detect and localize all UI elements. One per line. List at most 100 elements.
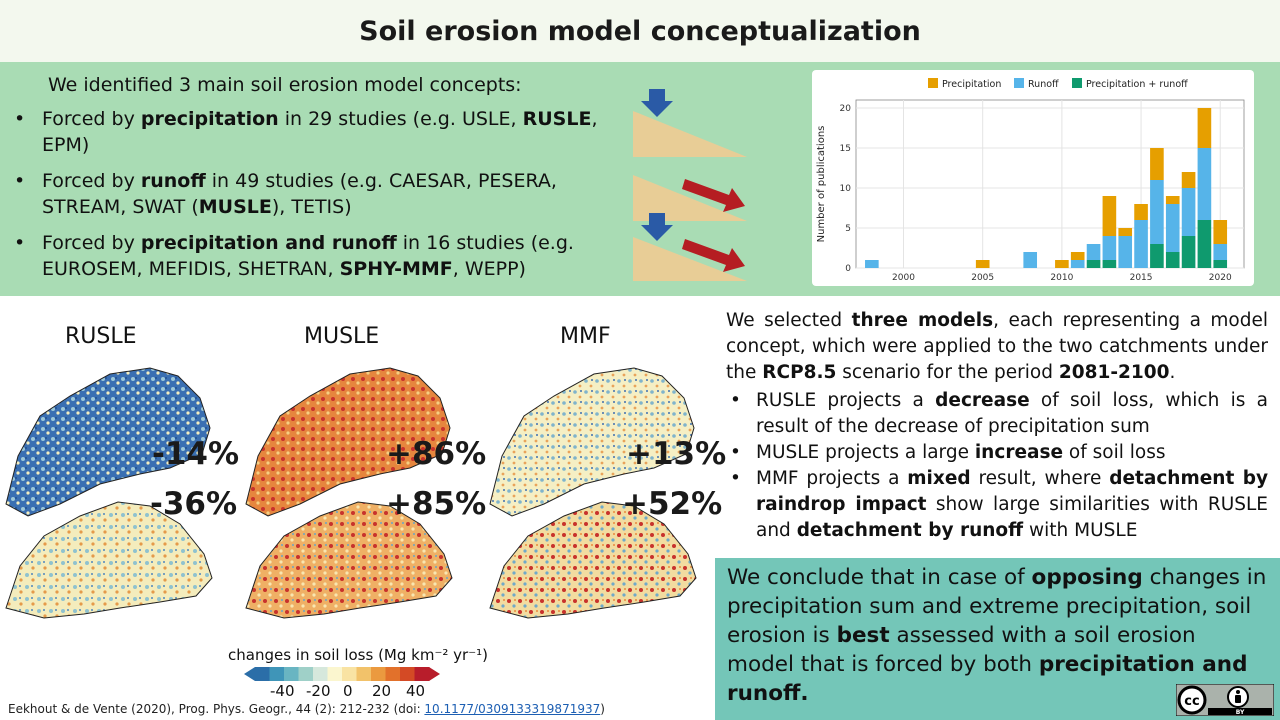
bar-segment: [1197, 148, 1212, 220]
bar-segment: [865, 260, 879, 268]
legend-color-step: [298, 667, 314, 681]
bar-segment: [1070, 252, 1085, 260]
legend-color-step: [385, 667, 401, 681]
legend-min-arrow: [244, 667, 255, 681]
legend-max-arrow: [429, 667, 440, 681]
cc-by-license-badge: cc BY: [1176, 684, 1274, 716]
slope-both: [633, 237, 747, 281]
legend-title: changes in soil loss (Mg km⁻² yr⁻¹): [228, 646, 488, 664]
result-rusle: RUSLE projects a decrease of soil loss, …: [726, 388, 1268, 440]
legend-label: Precipitation: [942, 79, 1001, 90]
legend-color-step: [414, 667, 430, 681]
slope-precipitation: [633, 111, 747, 157]
legend-colorbar: [244, 667, 440, 681]
by-text: BY: [1236, 709, 1245, 716]
y-tick-label: 15: [840, 144, 851, 154]
bar-segment: [1213, 220, 1228, 244]
bar-segment: [1213, 244, 1228, 260]
bar-segment: [1102, 196, 1117, 236]
pct-mmf-lower: +52%: [622, 486, 723, 522]
legend-color-step: [327, 667, 343, 681]
pct-mmf-upper: +13%: [626, 436, 727, 472]
bar-segment: [1213, 260, 1228, 268]
bar-segment: [1150, 244, 1164, 268]
y-tick-label: 10: [840, 184, 852, 194]
bar-segment: [1197, 108, 1212, 148]
map-musle-upper: [245, 367, 451, 517]
map-musle-lower: [245, 501, 453, 619]
legend-color-step: [356, 667, 372, 681]
concept-item-runoff: Forced by runoff in 49 studies (e.g. CAE…: [10, 168, 600, 220]
bar-segment: [1165, 196, 1180, 204]
bar-segment: [1181, 236, 1196, 268]
legend-color-step: [269, 667, 285, 681]
bar-segment: [1023, 252, 1038, 268]
map-label-musle: MUSLE: [304, 324, 380, 349]
y-tick-label: 0: [845, 264, 851, 274]
legend-color-step: [342, 667, 357, 681]
pct-musle-upper: +86%: [386, 436, 487, 472]
cc-badge-text: cc: [1184, 694, 1199, 709]
citation: Eekhout & de Vente (2020), Prog. Phys. G…: [8, 702, 605, 716]
doi-link[interactable]: 10.1177/0309133319871937: [424, 702, 601, 716]
result-musle: MUSLE projects a large increase of soil …: [726, 440, 1268, 466]
bar-segment: [1150, 180, 1164, 244]
bar-segment: [1086, 260, 1101, 268]
runoff-arrow-icon-2: [682, 239, 745, 272]
pct-rusle-lower: -36%: [150, 486, 238, 522]
concepts-list: Forced by precipitation in 29 studies (e…: [10, 106, 600, 292]
bar-segment: [1165, 252, 1180, 268]
legend-tick: -40: [270, 682, 295, 700]
result-mmf: MMF projects a mixed result, where detac…: [726, 466, 1268, 544]
bar-segment: [1055, 260, 1069, 268]
concept-item-both: Forced by precipitation and runoff in 16…: [10, 230, 600, 282]
models-paragraph: We selected three models, each represent…: [726, 310, 1268, 383]
y-tick-label: 20: [840, 104, 852, 114]
bar-segment: [1118, 228, 1133, 236]
bar-segment: [1118, 236, 1133, 268]
pct-rusle-upper: -14%: [152, 436, 240, 472]
publications-chart-svg: 0 5 10 15 20 2000 2005 2010 2015 2020 Number of pu…: [816, 78, 1245, 283]
legend-tick: 20: [372, 682, 392, 700]
legend-swatch: [1014, 78, 1024, 88]
legend-color-step: [313, 667, 328, 681]
bar-segment: [1181, 188, 1196, 236]
bar-segment: [975, 260, 990, 268]
models-description: We selected three models, each represent…: [726, 308, 1268, 544]
bar-segment: [1134, 220, 1148, 268]
bar-segment: [1086, 244, 1101, 260]
concept-schematic: [633, 89, 747, 281]
bar-segment: [1102, 236, 1117, 260]
map-rusle-lower: [5, 501, 213, 619]
legend-label: Precipitation + runoff: [1086, 79, 1188, 90]
x-tick-label: 2015: [1130, 273, 1153, 283]
y-axis-label: Number of publications: [816, 126, 827, 243]
slope-runoff: [633, 175, 747, 221]
legend-color-step: [371, 667, 386, 681]
x-tick-label: 2020: [1209, 273, 1232, 283]
map-label-rusle: RUSLE: [65, 324, 137, 349]
intro-text: We identified 3 main soil erosion model …: [48, 74, 522, 96]
bar-segment: [1181, 172, 1196, 188]
bar-segment: [1134, 204, 1148, 220]
legend-color-step: [255, 667, 270, 681]
legend-swatch: [928, 78, 938, 88]
bar-segment: [1197, 220, 1212, 268]
legend-tick: 0: [343, 682, 353, 700]
y-tick-label: 5: [845, 224, 851, 234]
legend-color-step: [284, 667, 299, 681]
pct-musle-lower: +85%: [386, 486, 487, 522]
legend-swatch: [1072, 78, 1082, 88]
runoff-arrow-icon: [682, 179, 745, 212]
down-arrow-icon: [641, 89, 673, 117]
map-label-mmf: MMF: [560, 324, 611, 349]
down-arrow-icon-2: [641, 213, 673, 241]
concept-item-precipitation: Forced by precipitation in 29 studies (e…: [10, 106, 600, 158]
bar-segment: [1165, 204, 1180, 252]
page-title: Soil erosion model conceptualization: [359, 15, 921, 47]
publications-chart: 0 5 10 15 20 2000 2005 2010 2015 2020 Number of pu…: [812, 70, 1254, 286]
map-mmf-lower: [489, 501, 697, 619]
title-bar: Soil erosion model conceptualization: [0, 0, 1280, 62]
x-tick-label: 2005: [971, 273, 994, 283]
legend-color-step: [400, 667, 415, 681]
